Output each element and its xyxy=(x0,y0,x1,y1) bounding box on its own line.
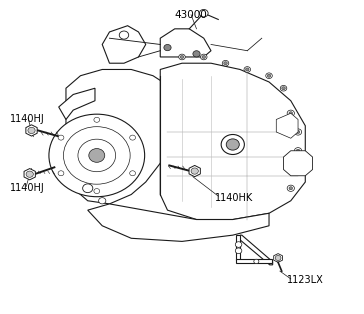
Polygon shape xyxy=(274,254,282,263)
Circle shape xyxy=(58,135,64,140)
Circle shape xyxy=(267,74,271,77)
Polygon shape xyxy=(24,169,35,180)
Polygon shape xyxy=(102,26,146,63)
Polygon shape xyxy=(160,63,305,219)
Text: 1123LX: 1123LX xyxy=(287,275,324,285)
Circle shape xyxy=(222,60,229,66)
Circle shape xyxy=(26,171,33,177)
Circle shape xyxy=(289,112,293,115)
Circle shape xyxy=(294,166,302,173)
Circle shape xyxy=(294,148,302,154)
Circle shape xyxy=(63,127,130,184)
Polygon shape xyxy=(66,69,167,204)
Polygon shape xyxy=(59,88,95,120)
Circle shape xyxy=(180,55,184,58)
Circle shape xyxy=(179,54,185,60)
Circle shape xyxy=(119,31,129,39)
Circle shape xyxy=(191,168,198,174)
Circle shape xyxy=(28,127,35,133)
Circle shape xyxy=(282,87,285,90)
Circle shape xyxy=(296,149,300,152)
Circle shape xyxy=(83,184,93,192)
Circle shape xyxy=(201,54,207,60)
Polygon shape xyxy=(276,113,298,138)
Polygon shape xyxy=(240,235,273,265)
Circle shape xyxy=(99,198,106,204)
Text: 1140HJ: 1140HJ xyxy=(10,183,44,193)
Polygon shape xyxy=(236,259,272,263)
Circle shape xyxy=(245,68,249,71)
Circle shape xyxy=(89,149,105,162)
Circle shape xyxy=(289,187,293,190)
Circle shape xyxy=(287,185,294,192)
Circle shape xyxy=(164,45,171,51)
Polygon shape xyxy=(59,163,95,194)
Circle shape xyxy=(296,130,300,133)
Polygon shape xyxy=(26,125,37,136)
Circle shape xyxy=(224,62,228,65)
Circle shape xyxy=(78,139,116,172)
Circle shape xyxy=(49,114,145,197)
Circle shape xyxy=(294,129,302,135)
Polygon shape xyxy=(236,235,240,260)
Circle shape xyxy=(226,139,239,150)
Polygon shape xyxy=(189,165,200,177)
Polygon shape xyxy=(284,151,313,176)
Circle shape xyxy=(235,242,242,247)
Circle shape xyxy=(280,85,287,91)
Circle shape xyxy=(199,9,208,17)
Circle shape xyxy=(254,259,259,263)
Circle shape xyxy=(94,189,100,193)
Polygon shape xyxy=(88,204,269,241)
Circle shape xyxy=(130,171,135,176)
Circle shape xyxy=(58,171,64,176)
Circle shape xyxy=(287,110,294,116)
Circle shape xyxy=(221,134,244,154)
Circle shape xyxy=(275,256,281,261)
Circle shape xyxy=(296,168,300,171)
Text: 1140HJ: 1140HJ xyxy=(10,115,44,124)
Polygon shape xyxy=(160,29,211,57)
Circle shape xyxy=(193,51,200,57)
Circle shape xyxy=(94,117,100,122)
Circle shape xyxy=(244,67,250,72)
Circle shape xyxy=(266,73,272,78)
Circle shape xyxy=(130,135,135,140)
Circle shape xyxy=(235,248,242,254)
Text: 43000: 43000 xyxy=(175,10,207,20)
Text: 1140HK: 1140HK xyxy=(215,193,253,203)
Circle shape xyxy=(202,55,206,58)
